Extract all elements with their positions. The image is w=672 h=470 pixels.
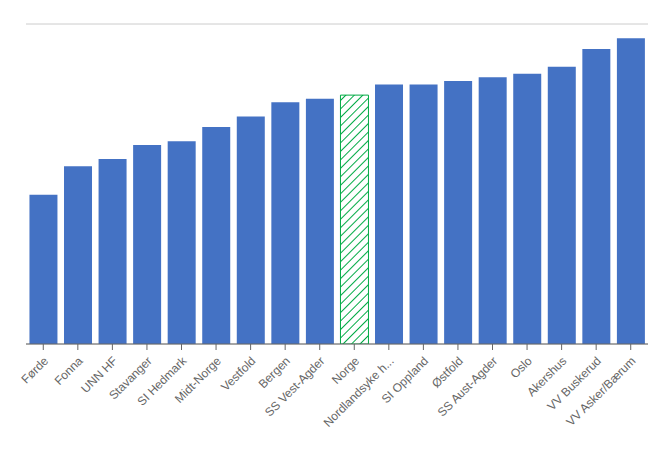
svg-text:Midt-Norge: Midt-Norge	[172, 354, 224, 406]
svg-text:VV Asker/Bærum: VV Asker/Bærum	[564, 354, 639, 429]
svg-text:Østfold: Østfold	[428, 353, 466, 391]
svg-text:Førde: Førde	[19, 354, 52, 387]
svg-text:Fonna: Fonna	[51, 353, 86, 388]
svg-text:SS Vest-Agder: SS Vest-Agder	[262, 354, 328, 420]
svg-text:SI Oppland: SI Oppland	[379, 354, 431, 406]
svg-text:Oslo: Oslo	[507, 354, 535, 382]
svg-text:SI Hedmark: SI Hedmark	[134, 353, 190, 409]
svg-text:Akershus: Akershus	[524, 353, 570, 400]
svg-text:VV Buskerud: VV Buskerud	[544, 353, 604, 414]
svg-text:Nordlandsyke h...: Nordlandsyke h...	[320, 353, 397, 430]
svg-text:SS Aust-Agder: SS Aust-Agder	[435, 354, 501, 420]
svg-text:Stavanger: Stavanger	[106, 353, 155, 403]
svg-text:Vestfold: Vestfold	[218, 354, 258, 394]
svg-text:Norge: Norge	[329, 353, 363, 387]
svg-text:Bergen: Bergen	[255, 353, 293, 392]
svg-text:UNN HF: UNN HF	[78, 353, 121, 396]
